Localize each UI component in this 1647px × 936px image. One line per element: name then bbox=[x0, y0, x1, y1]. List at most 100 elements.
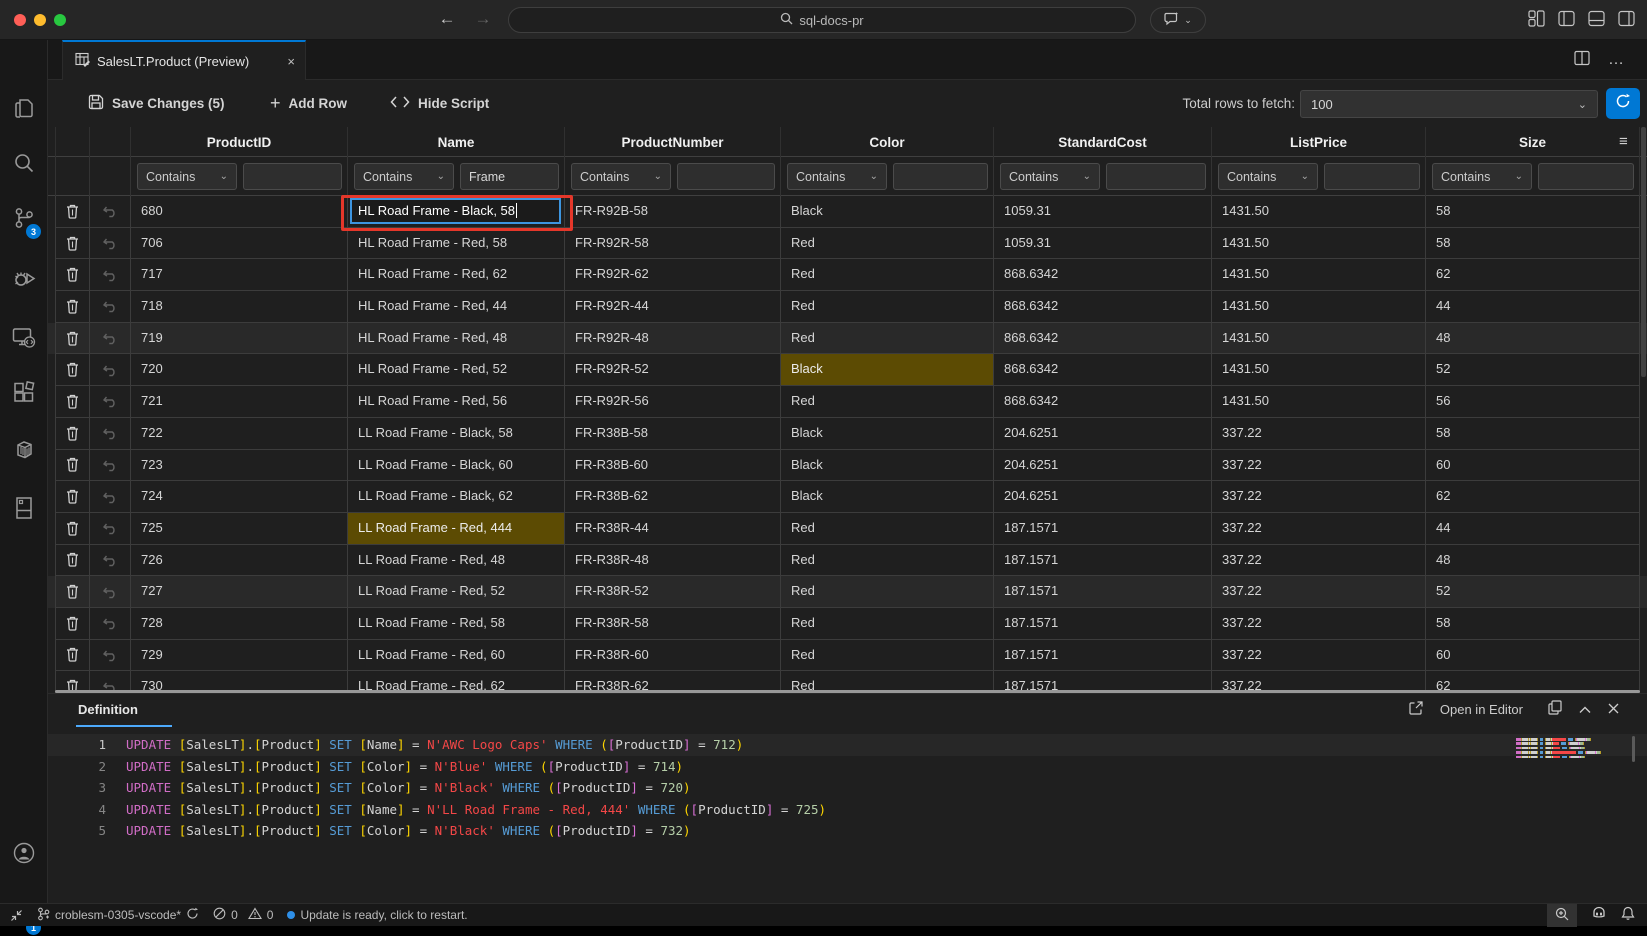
cell-name[interactable]: LL Road Frame - Red, 60 bbox=[348, 639, 565, 672]
cell-id[interactable]: 718 bbox=[131, 291, 348, 323]
cell-price[interactable]: 337.22 bbox=[1212, 639, 1426, 672]
filter-operator-select[interactable]: Contains ⌄ bbox=[354, 163, 454, 190]
add-row-button[interactable]: + Add Row bbox=[270, 80, 347, 127]
cell-price[interactable]: 1431.50 bbox=[1212, 322, 1426, 355]
cell-price[interactable]: 1431.50 bbox=[1212, 354, 1426, 387]
cell-size[interactable]: 60 bbox=[1426, 639, 1640, 672]
cell-id[interactable]: 730 bbox=[131, 671, 348, 693]
cell-id[interactable]: 729 bbox=[131, 639, 348, 672]
cell-cost[interactable]: 1059.31 bbox=[994, 196, 1212, 228]
hide-script-button[interactable]: Hide Script bbox=[390, 80, 489, 127]
cell-color[interactable]: Black bbox=[781, 354, 994, 387]
cell-number[interactable]: FR-R92R-52 bbox=[565, 354, 781, 387]
cell-cost[interactable]: 1059.31 bbox=[994, 227, 1212, 260]
cell-price[interactable]: 337.22 bbox=[1212, 576, 1426, 608]
cell-color[interactable]: Red bbox=[781, 512, 994, 545]
problems-indicator[interactable]: 0 0 bbox=[213, 904, 273, 927]
revert-row-button[interactable] bbox=[90, 291, 131, 323]
toggle-primary-sidebar-icon[interactable] bbox=[1558, 10, 1575, 27]
cell-cost[interactable]: 187.1571 bbox=[994, 639, 1212, 672]
cell-cost[interactable]: 187.1571 bbox=[994, 512, 1212, 545]
cell-number[interactable]: FR-R38B-58 bbox=[565, 417, 781, 450]
revert-row-button[interactable] bbox=[90, 259, 131, 292]
sidebar-item-remote-explorer[interactable] bbox=[0, 318, 48, 362]
back-arrow-icon[interactable]: ← bbox=[438, 9, 456, 28]
grid-scrollbar[interactable] bbox=[1641, 127, 1646, 377]
cell-color[interactable]: Red bbox=[781, 227, 994, 260]
cell-number[interactable]: FR-R38R-62 bbox=[565, 671, 781, 693]
revert-row-button[interactable] bbox=[90, 639, 131, 672]
cell-cost[interactable]: 204.6251 bbox=[994, 417, 1212, 450]
delete-row-button[interactable] bbox=[55, 227, 90, 260]
close-panel-icon[interactable] bbox=[1608, 702, 1619, 717]
revert-row-button[interactable] bbox=[90, 544, 131, 577]
cell-number[interactable]: FR-R92R-44 bbox=[565, 291, 781, 323]
filter-operator-select[interactable]: Contains ⌄ bbox=[571, 163, 671, 190]
revert-row-button[interactable] bbox=[90, 607, 131, 640]
revert-row-button[interactable] bbox=[90, 354, 131, 387]
bell-icon[interactable] bbox=[1621, 906, 1635, 924]
tab-definition[interactable]: Definition bbox=[78, 702, 138, 717]
cell-color[interactable]: Red bbox=[781, 259, 994, 292]
cell-name[interactable]: HL Road Frame - Red, 58 bbox=[348, 227, 565, 260]
cell-color[interactable]: Red bbox=[781, 639, 994, 672]
cell-color[interactable]: Red bbox=[781, 544, 994, 577]
cell-color[interactable]: Red bbox=[781, 291, 994, 323]
cell-price[interactable]: 1431.50 bbox=[1212, 227, 1426, 260]
cell-cost[interactable]: 187.1571 bbox=[994, 671, 1212, 693]
cell-color[interactable]: Red bbox=[781, 322, 994, 355]
cell-id[interactable]: 717 bbox=[131, 259, 348, 292]
cell-cost[interactable]: 868.6342 bbox=[994, 291, 1212, 323]
cell-number[interactable]: FR-R38R-60 bbox=[565, 639, 781, 672]
revert-row-button[interactable] bbox=[90, 512, 131, 545]
cell-size[interactable]: 62 bbox=[1426, 259, 1640, 292]
cell-color[interactable]: Black bbox=[781, 417, 994, 450]
cell-id[interactable]: 719 bbox=[131, 322, 348, 355]
filter-value-input[interactable] bbox=[1538, 163, 1634, 190]
column-header[interactable]: Color bbox=[781, 127, 994, 157]
close-tab-icon[interactable]: × bbox=[287, 53, 295, 69]
accounts-button[interactable] bbox=[0, 833, 48, 877]
cell-size[interactable]: 44 bbox=[1426, 512, 1640, 545]
cell-id[interactable]: 723 bbox=[131, 449, 348, 482]
cell-price[interactable]: 1431.50 bbox=[1212, 291, 1426, 323]
column-header[interactable]: Name bbox=[348, 127, 565, 157]
cell-number[interactable]: FR-R38B-60 bbox=[565, 449, 781, 482]
fetch-rows-select[interactable]: 100 ⌄ bbox=[1300, 90, 1598, 118]
delete-row-button[interactable] bbox=[55, 576, 90, 608]
cell-price[interactable]: 337.22 bbox=[1212, 481, 1426, 513]
delete-row-button[interactable] bbox=[55, 512, 90, 545]
sidebar-item-source-control[interactable]: 3 bbox=[0, 198, 48, 242]
cell-name[interactable]: HL Road Frame - Red, 48 bbox=[348, 322, 565, 355]
cell-id[interactable]: 680 bbox=[131, 196, 348, 228]
cell-cost[interactable]: 204.6251 bbox=[994, 481, 1212, 513]
delete-row-button[interactable] bbox=[55, 354, 90, 387]
cell-number[interactable]: FR-R92R-56 bbox=[565, 386, 781, 418]
sidebar-item-containers[interactable] bbox=[0, 430, 48, 474]
cell-size[interactable]: 58 bbox=[1426, 196, 1640, 228]
revert-row-button[interactable] bbox=[90, 576, 131, 608]
cell-price[interactable]: 337.22 bbox=[1212, 671, 1426, 693]
toggle-panel-icon[interactable] bbox=[1588, 10, 1605, 27]
cell-color[interactable]: Black bbox=[781, 196, 994, 228]
column-header[interactable]: ProductID bbox=[131, 127, 348, 157]
filter-value-input[interactable] bbox=[1106, 163, 1206, 190]
sidebar-item-extensions[interactable] bbox=[0, 373, 48, 417]
horizontal-scrollbar[interactable] bbox=[55, 690, 1640, 693]
filter-value-input[interactable]: Frame bbox=[460, 163, 559, 190]
zoom-window-button[interactable] bbox=[54, 14, 66, 26]
cell-color[interactable]: Red bbox=[781, 576, 994, 608]
open-in-editor-label[interactable]: Open in Editor bbox=[1439, 701, 1523, 717]
cell-name[interactable]: LL Road Frame - Black, 62 bbox=[348, 481, 565, 513]
column-header[interactable]: Size bbox=[1426, 127, 1640, 157]
cell-size[interactable]: 60 bbox=[1426, 449, 1640, 482]
cell-price[interactable]: 337.22 bbox=[1212, 512, 1426, 545]
cell-cost[interactable]: 187.1571 bbox=[994, 544, 1212, 577]
open-in-editor-icon[interactable] bbox=[1409, 700, 1423, 718]
cell-price[interactable]: 337.22 bbox=[1212, 607, 1426, 640]
screencast-zoom-button[interactable] bbox=[1547, 903, 1577, 927]
cell-name[interactable]: HL Road Frame - Red, 62 bbox=[348, 259, 565, 292]
revert-row-button[interactable] bbox=[90, 449, 131, 482]
cell-number[interactable]: FR-R38R-58 bbox=[565, 607, 781, 640]
copilot-status-icon[interactable] bbox=[1591, 906, 1607, 924]
